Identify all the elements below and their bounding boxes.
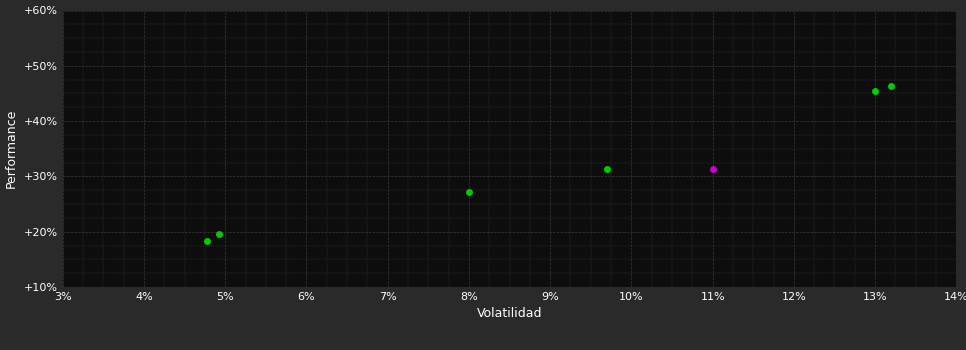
Point <box>884 83 899 89</box>
Point <box>200 238 215 244</box>
Point <box>599 166 614 172</box>
Point <box>211 231 226 237</box>
Point <box>461 189 476 195</box>
Point <box>705 166 721 172</box>
Point <box>867 88 883 93</box>
Y-axis label: Performance: Performance <box>5 109 18 188</box>
X-axis label: Volatilidad: Volatilidad <box>477 307 542 320</box>
